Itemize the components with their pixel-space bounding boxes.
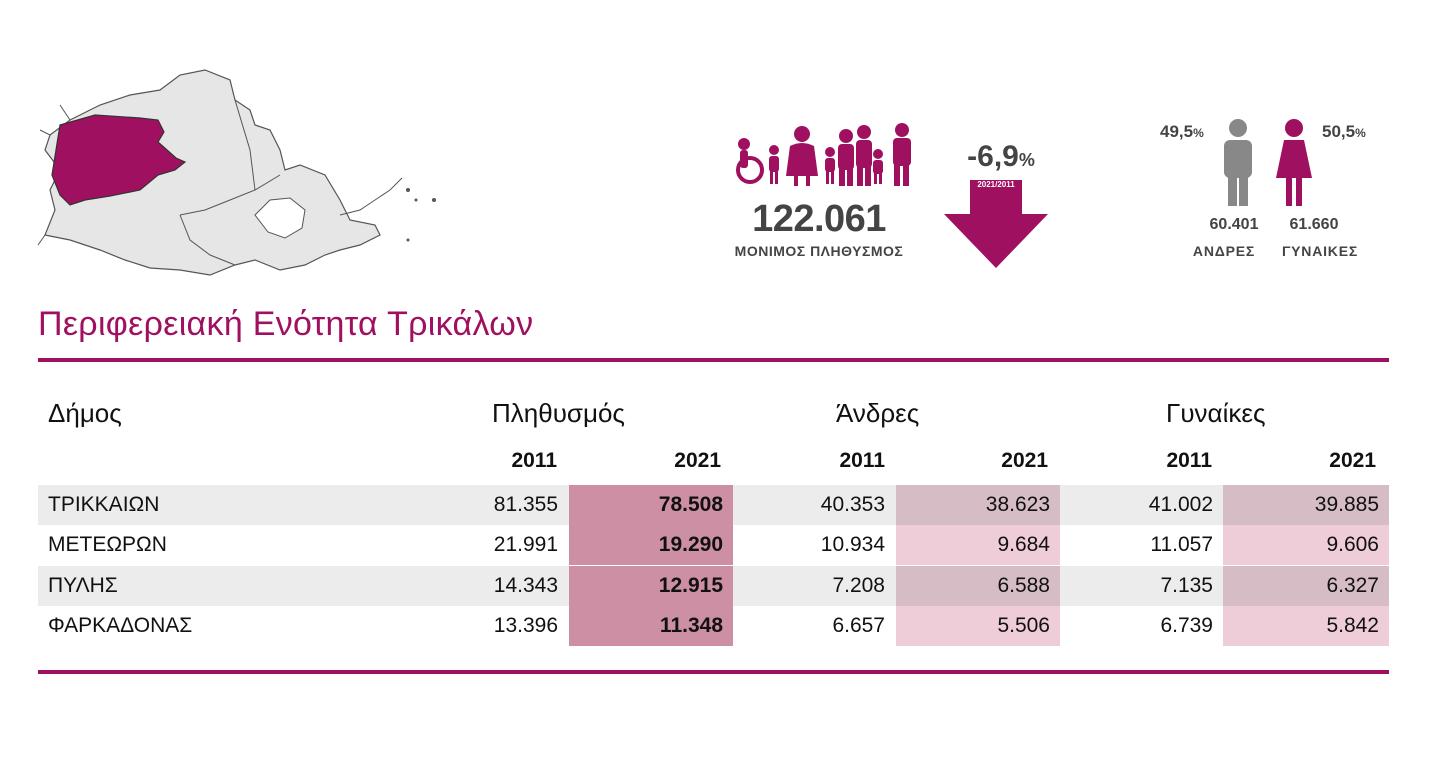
men-percent-sign: % bbox=[1193, 126, 1204, 140]
municipality-name: ΤΡΙΚΚΑΙΩΝ bbox=[48, 493, 160, 516]
women-percent: 50,5% bbox=[1322, 122, 1366, 142]
women-2021: 9.606 bbox=[1223, 525, 1389, 565]
men-2011: 6.657 bbox=[832, 614, 885, 637]
regional-map-icon bbox=[37, 69, 436, 276]
total-population-label: ΜΟΝΙΜΟΣ ΠΛΗΘΥΣΜΟΣ bbox=[734, 243, 904, 259]
women-2011: 6.739 bbox=[1160, 614, 1213, 637]
population-2011: 81.355 bbox=[493, 493, 558, 516]
women-2011: 41.002 bbox=[1148, 493, 1213, 516]
table-row: ΤΡΙΚΚΑΙΩΝ 81.355 78.508 40.353 38.623 41… bbox=[38, 485, 1389, 525]
divider-top bbox=[38, 358, 1389, 362]
population-2021: 19.290 bbox=[569, 525, 733, 565]
municipality-name: ΠΥΛΗΣ bbox=[48, 574, 118, 597]
women-2021: 5.842 bbox=[1223, 606, 1389, 646]
population-2011: 13.396 bbox=[493, 614, 558, 637]
table-row: ΜΕΤΕΩΡΩΝ 21.991 19.290 10.934 9.684 11.0… bbox=[38, 525, 1389, 565]
men-2021: 38.623 bbox=[896, 485, 1060, 525]
women-percent-number: 50,5 bbox=[1322, 122, 1356, 141]
women-2021: 6.327 bbox=[1223, 566, 1389, 606]
women-2011: 11.057 bbox=[1150, 533, 1213, 556]
women-count: 61.660 bbox=[1289, 216, 1339, 233]
men-label: ΑΝΔΡΕΣ bbox=[1192, 243, 1256, 259]
women-percent-sign: % bbox=[1355, 126, 1366, 140]
population-group-icon bbox=[736, 123, 911, 186]
men-percent-number: 49,5 bbox=[1160, 122, 1194, 141]
population-2011: 21.991 bbox=[493, 533, 558, 556]
man-icon bbox=[1224, 119, 1252, 206]
population-2021: 12.915 bbox=[569, 566, 733, 606]
total-population-value: 122.061 bbox=[752, 198, 886, 240]
population-2021: 11.348 bbox=[569, 606, 733, 646]
table-row: ΠΥΛΗΣ 14.343 12.915 7.208 6.588 7.135 6.… bbox=[38, 566, 1389, 606]
header-women: Γυναίκες bbox=[1166, 398, 1266, 428]
year-header: 2011 bbox=[1166, 449, 1212, 472]
men-2021: 9.684 bbox=[896, 525, 1060, 565]
change-period-label: 2021/2011 bbox=[977, 180, 1015, 189]
change-unit: % bbox=[1018, 150, 1035, 170]
population-2011: 14.343 bbox=[493, 574, 558, 597]
down-arrow-icon bbox=[944, 180, 1048, 268]
men-2021: 5.506 bbox=[896, 606, 1060, 646]
year-header: 2021 bbox=[674, 449, 721, 472]
year-header: 2021 bbox=[1329, 449, 1376, 472]
header-men: Άνδρες bbox=[836, 398, 920, 428]
women-2021: 39.885 bbox=[1223, 485, 1389, 525]
population-2021: 78.508 bbox=[569, 485, 733, 525]
year-header: 2011 bbox=[839, 449, 885, 472]
women-2011: 7.135 bbox=[1160, 574, 1213, 597]
municipality-name: ΜΕΤΕΩΡΩΝ bbox=[48, 533, 167, 556]
year-header: 2011 bbox=[511, 449, 557, 472]
municipality-name: ΦΑΡΚΑΔΟΝΑΣ bbox=[48, 614, 193, 637]
year-header: 2021 bbox=[1001, 449, 1048, 472]
divider-bottom bbox=[38, 670, 1389, 674]
men-2021: 6.588 bbox=[896, 566, 1060, 606]
women-label: ΓΥΝΑΙΚΕΣ bbox=[1281, 243, 1359, 259]
men-percent: 49,5% bbox=[1160, 122, 1204, 142]
header-municipality: Δήμος bbox=[48, 398, 122, 428]
men-count: 60.401 bbox=[1209, 216, 1259, 233]
change-number: -6,9 bbox=[967, 140, 1019, 173]
page-title: Περιφερειακή Ενότητα Τρικάλων bbox=[38, 305, 534, 343]
men-2011: 40.353 bbox=[820, 493, 885, 516]
population-change-value: -6,9% bbox=[946, 140, 1056, 174]
header-population: Πληθυσμός bbox=[492, 398, 625, 428]
men-2011: 7.208 bbox=[832, 574, 885, 597]
men-2011: 10.934 bbox=[820, 533, 885, 556]
table-row: ΦΑΡΚΑΔΟΝΑΣ 13.396 11.348 6.657 5.506 6.7… bbox=[38, 606, 1389, 646]
woman-icon bbox=[1276, 119, 1312, 206]
